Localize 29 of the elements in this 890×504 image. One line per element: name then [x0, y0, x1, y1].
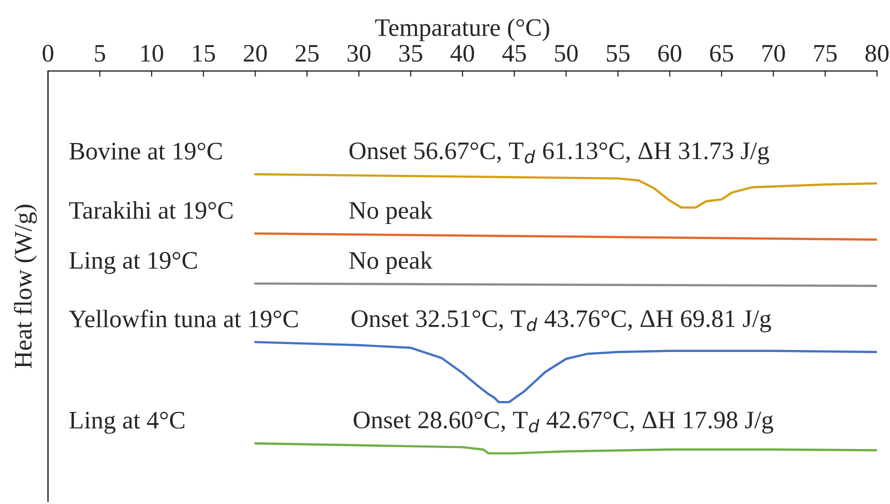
x-tick-label: 35 — [399, 44, 422, 62]
x-tick-label: 55 — [606, 45, 630, 62]
annotation: No peak — [349, 251, 433, 274]
x-tick-label: 5 — [95, 45, 106, 62]
annotation: Onset 32.51°C, T$_{d}$ 43.76°C, ΔH 69.81 J/g — [352, 310, 772, 332]
annotation: No peak — [349, 201, 433, 224]
x-tick-label: 75 — [814, 45, 837, 62]
text: Ling at 4°C — [69, 412, 184, 434]
text: Ling at 19°C — [69, 252, 197, 274]
x-tick-label: 70 — [762, 44, 785, 62]
x-tick-label: 15 — [193, 45, 215, 62]
x-tick-label: 20 — [244, 44, 267, 62]
annotation: Onset 28.60°C, T$_{d}$ 42.67°C, ΔH 17.98 J/g — [354, 412, 774, 434]
x-tick-label: 60 — [658, 44, 682, 62]
x-tick-label: 25 — [296, 44, 319, 62]
x-tick-label: 10 — [141, 44, 164, 62]
x-axis-title: Temparature (°C) — [375, 18, 550, 42]
series-label: Tarakihi at 19°C — [69, 201, 232, 219]
y-axis-title: Heat flow (W/g) — [14, 204, 37, 368]
x-tick-label: 30 — [348, 44, 370, 62]
x-tick-label: 40 — [450, 44, 474, 62]
x-tick-label: 65 — [710, 44, 734, 62]
series-label: Bovine at 19°C — [69, 142, 222, 160]
annotation: Onset 56.67°C, T$_{d}$ 61.13°C, ΔH 31.73 J/g — [350, 142, 770, 164]
x-tick-label: 45 — [502, 45, 526, 62]
x-tick-label: 0 — [42, 44, 54, 62]
x-tick-label: 80 — [865, 44, 889, 62]
x-tick-label: 50 — [555, 44, 578, 62]
series-label: Yellowfin tuna at 19°C — [69, 310, 298, 328]
